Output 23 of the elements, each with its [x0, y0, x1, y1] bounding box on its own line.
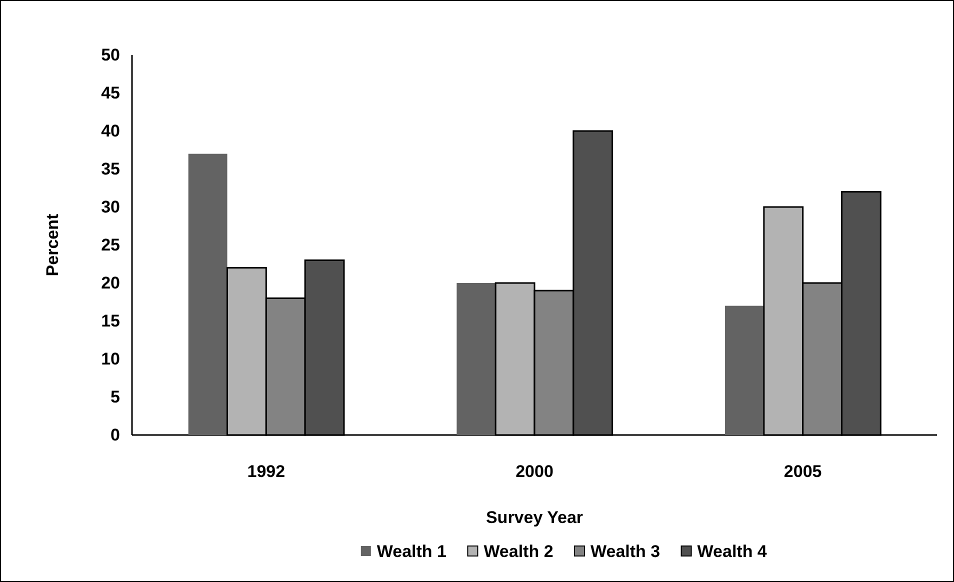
legend-label: Wealth 2 — [484, 542, 554, 561]
legend-label: Wealth 1 — [376, 542, 446, 561]
y-tick-label: 20 — [101, 273, 120, 292]
legend-label: Wealth 3 — [590, 542, 660, 561]
x-axis-title: Survey Year — [486, 508, 584, 527]
bar — [456, 283, 496, 435]
y-tick-label: 10 — [101, 349, 120, 368]
x-tick-label: 2005 — [784, 462, 822, 482]
y-tick-label: 5 — [110, 387, 120, 406]
x-tick-label: 1992 — [247, 462, 286, 482]
y-tick-label: 15 — [101, 311, 120, 330]
y-axis-title: Percent — [43, 213, 62, 276]
y-tick-label: 25 — [101, 235, 120, 254]
y-tick-label: 0 — [110, 425, 120, 444]
y-tick-label: 40 — [101, 121, 120, 140]
y-tick-label: 50 — [101, 45, 120, 64]
y-tick-label: 30 — [101, 197, 120, 216]
legend-label: Wealth 4 — [697, 542, 768, 561]
y-tick-label: 35 — [101, 159, 120, 178]
bar — [188, 154, 228, 435]
x-tick-label: 2000 — [516, 462, 554, 482]
bar — [725, 306, 764, 435]
y-tick-label: 45 — [101, 83, 120, 102]
